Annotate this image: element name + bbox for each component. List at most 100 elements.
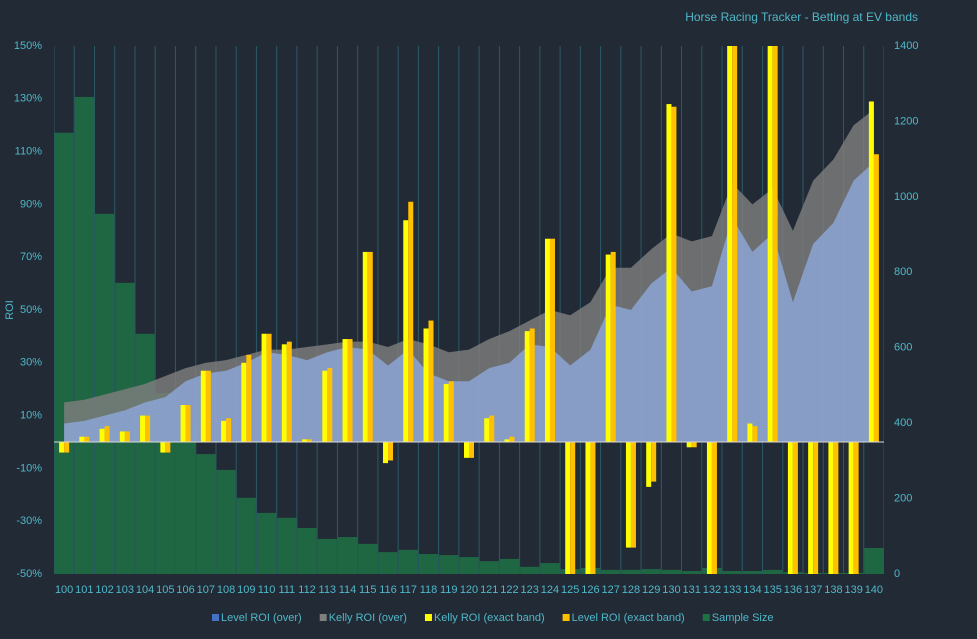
sample-size-column (196, 454, 216, 574)
roi-bar (792, 442, 798, 574)
x-tick-label: 110 (258, 584, 276, 596)
y-tick-label: 50% (20, 304, 42, 316)
x-tick-label: 120 (460, 584, 478, 596)
legend-label: Kelly ROI (exact band) (434, 612, 545, 624)
roi-bar (124, 431, 130, 442)
x-tick-label: 134 (743, 584, 761, 596)
roi-bar (226, 418, 232, 442)
sample-size-column (864, 547, 884, 574)
roi-bar (119, 431, 125, 442)
roi-bar (261, 333, 267, 442)
x-tick-label: 138 (824, 584, 842, 596)
roi-bar (484, 418, 490, 442)
roi-bar (691, 442, 697, 448)
sample-size-column (418, 554, 439, 574)
y-tick-label: 70% (20, 251, 42, 263)
y2-tick-label: 800 (894, 266, 912, 278)
sample-size-column (479, 561, 499, 574)
legend-swatch (424, 614, 432, 621)
x-tick-label: 101 (75, 584, 93, 596)
x-tick-label: 109 (237, 584, 255, 596)
x-tick-label: 133 (723, 584, 741, 596)
roi-bar (302, 439, 308, 442)
y-tick-label: 30% (20, 357, 42, 369)
roi-bar (362, 251, 368, 442)
roi-bar (443, 383, 449, 442)
sample-size-column (621, 569, 641, 574)
sample-size-column (398, 549, 418, 574)
roi-bar (205, 370, 211, 442)
roi-bar (529, 328, 535, 442)
roi-bar (428, 320, 434, 442)
roi-bar (180, 405, 186, 442)
sample-size-column (520, 566, 540, 574)
sample-size-column (358, 543, 378, 574)
x-tick-label: 131 (683, 584, 701, 596)
roi-bar (388, 442, 394, 461)
sample-size-column (722, 570, 742, 574)
roi-bar (732, 46, 738, 443)
roi-bar (469, 442, 474, 458)
roi-bar (772, 46, 778, 442)
x-tick-label: 140 (865, 584, 883, 596)
x-tick-label: 119 (440, 584, 458, 596)
x-tick-label: 113 (319, 584, 337, 596)
x-tick-label: 103 (116, 584, 134, 596)
x-tick-label: 106 (176, 584, 194, 596)
sample-size-column (135, 333, 155, 574)
legend-label: Level ROI (over) (221, 612, 302, 624)
sample-size-column (742, 570, 763, 574)
roi-bar (787, 442, 793, 574)
roi-bar (549, 238, 555, 442)
roi-bar (423, 328, 429, 442)
x-tick-label: 127 (602, 584, 620, 596)
sample-size-column (337, 537, 358, 574)
x-tick-label: 114 (339, 584, 357, 596)
roi-bar (767, 46, 773, 442)
roi-bar (711, 442, 717, 574)
roi-bar (327, 368, 333, 442)
roi-bar (686, 442, 692, 448)
y2-tick-label: 200 (894, 492, 912, 504)
legend-label: Sample Size (712, 612, 774, 624)
roi-bar (64, 442, 70, 453)
sample-size-column (236, 497, 256, 574)
roi-bar (509, 436, 515, 442)
roi-bar (868, 101, 874, 442)
roi-bar (610, 251, 616, 442)
y2-tick-label: 0 (894, 568, 900, 580)
x-tick-label: 123 (521, 584, 539, 596)
roi-bar (565, 442, 571, 574)
roi-bar (160, 442, 166, 453)
sample-size-column (459, 557, 479, 574)
x-tick-label: 116 (379, 584, 397, 596)
x-tick-label: 137 (804, 584, 822, 596)
roi-bar (307, 439, 313, 442)
sample-size-column (601, 569, 621, 574)
roi-bar (651, 442, 657, 482)
sample-size-column (499, 558, 520, 574)
roi-bar (145, 415, 151, 442)
x-tick-label: 117 (399, 584, 417, 596)
legend-swatch (319, 614, 327, 621)
roi-bar (828, 442, 834, 574)
y-tick-label: -50% (16, 568, 42, 580)
roi-bar (727, 46, 733, 443)
roi-bar (367, 251, 373, 442)
roi-bar (79, 436, 85, 442)
roi-bar (833, 442, 839, 574)
roi-bar (706, 442, 712, 574)
roi-bar (59, 442, 65, 453)
x-tick-label: 111 (278, 584, 295, 596)
sample-size-column (682, 570, 702, 574)
y2-tick-label: 1000 (894, 191, 918, 203)
x-tick-label: 112 (298, 584, 316, 596)
y2-tick-label: 1400 (894, 40, 918, 52)
roi-bar (808, 442, 814, 574)
y-tick-label: 10% (20, 410, 42, 422)
x-tick-label: 126 (581, 584, 599, 596)
x-tick-label: 135 (763, 584, 781, 596)
sample-size-column (378, 552, 398, 574)
plot-area (54, 46, 884, 574)
